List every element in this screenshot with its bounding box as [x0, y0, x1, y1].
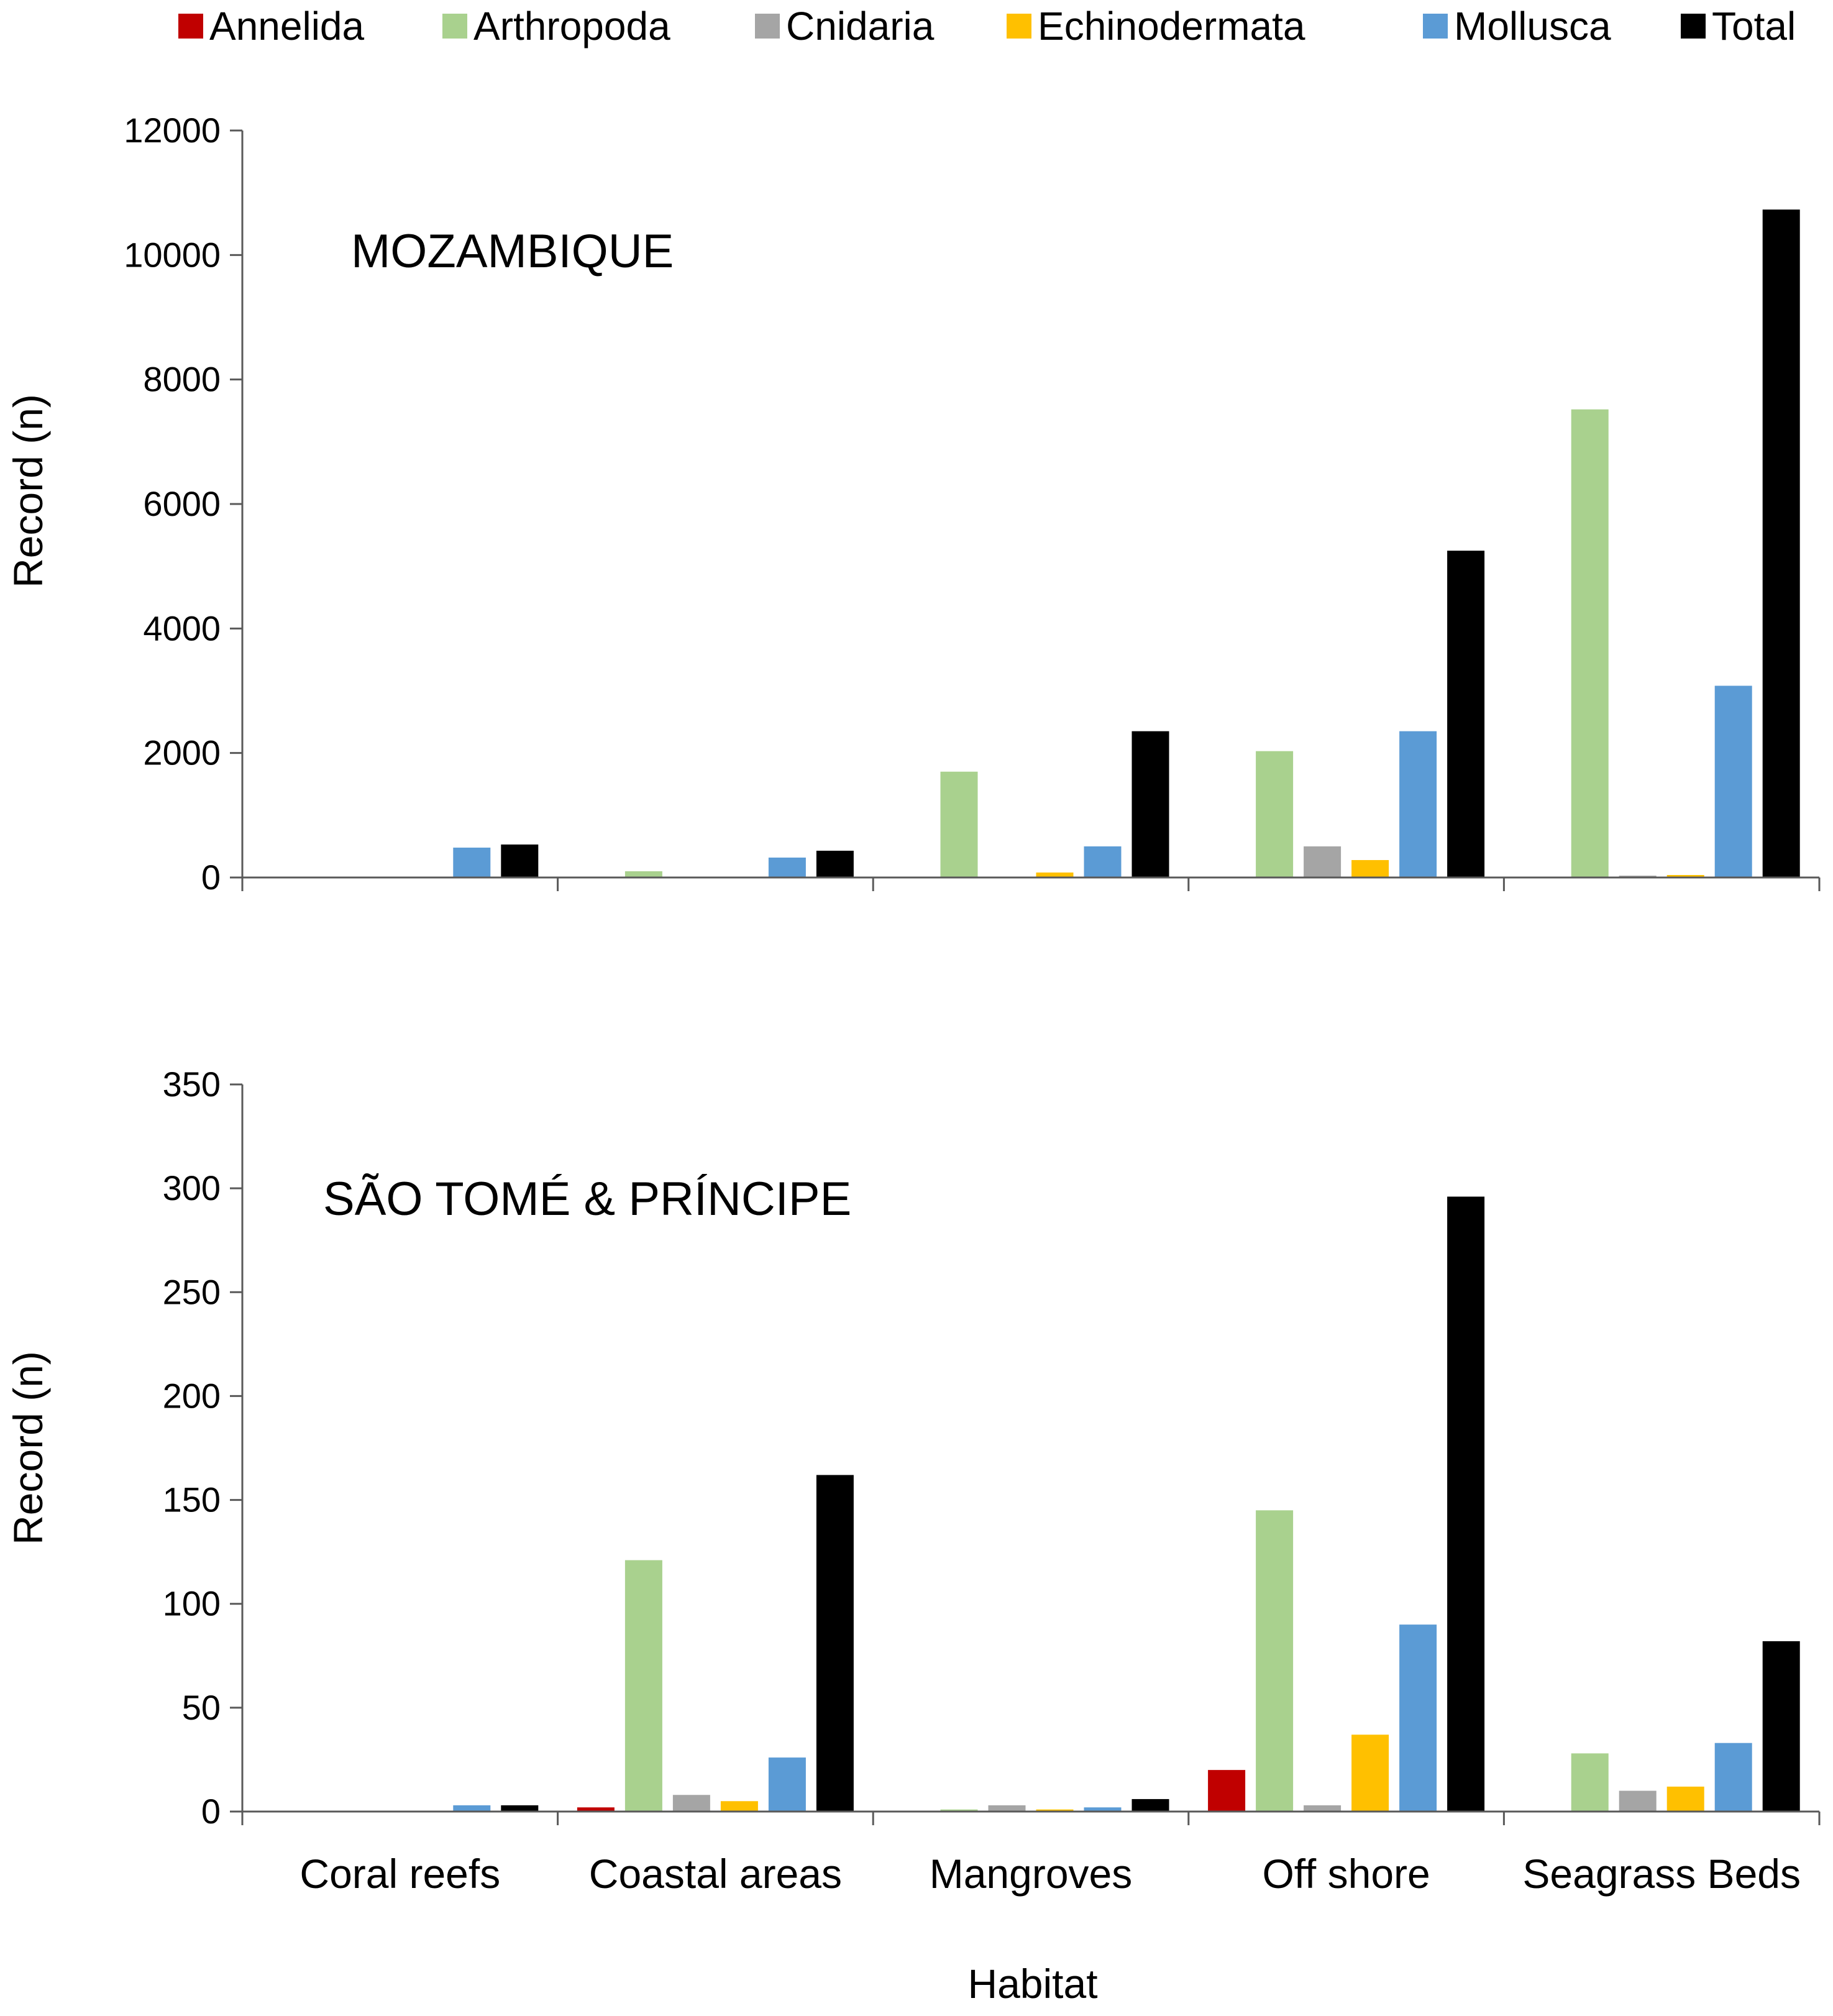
bar-cnidaria-seagrass-beds: [1619, 875, 1657, 877]
y-tick-label: 250: [163, 1272, 221, 1311]
legend-swatch-echinodermata: [1007, 14, 1031, 39]
legend-item-echinodermata: Echinodermata: [1007, 4, 1305, 48]
bar-total-seagrass-beds: [1762, 209, 1800, 877]
bar-mollusca-coral-reefs: [453, 1805, 491, 1812]
legend-item-total: Total: [1681, 4, 1796, 48]
bar-total-coral-reefs: [501, 844, 539, 877]
bar-arthropoda-mangroves: [940, 771, 978, 877]
bar-arthropoda-off-shore: [1256, 1510, 1294, 1812]
bar-total-off-shore: [1447, 551, 1485, 877]
bar-mollusca-off-shore: [1399, 1624, 1437, 1812]
legend-swatch-mollusca: [1423, 14, 1448, 39]
bar-total-mangroves: [1131, 731, 1169, 877]
bar-mollusca-coastal-areas: [768, 857, 806, 877]
y-tick-label: 300: [163, 1168, 221, 1207]
bar-cnidaria-coastal-areas: [672, 1795, 710, 1812]
x-tick-label-mangroves: Mangroves: [930, 1851, 1133, 1897]
y-tick-label: 2000: [143, 733, 221, 772]
bar-arthropoda-seagrass-beds: [1571, 409, 1609, 877]
bar-mollusca-seagrass-beds: [1714, 685, 1752, 877]
bar-echinodermata-seagrass-beds: [1666, 1786, 1704, 1812]
bar-total-coastal-areas: [816, 1475, 854, 1812]
panel-title: SÃO TOMÉ & PRÍNCIPE: [323, 1173, 851, 1226]
bar-total-seagrass-beds: [1762, 1641, 1800, 1812]
legend-swatch-arthropoda: [442, 14, 467, 39]
bar-arthropoda-seagrass-beds: [1571, 1753, 1609, 1812]
legend-item-cnidaria: Cnidaria: [755, 4, 935, 48]
bar-arthropoda-coastal-areas: [624, 1560, 662, 1812]
legend-swatch-annelida: [178, 14, 203, 39]
legend-item-arthropoda: Arthropoda: [442, 4, 670, 48]
x-tick-label-off-shore: Off shore: [1262, 1851, 1430, 1897]
bar-echinodermata-mangroves: [1036, 1809, 1074, 1812]
bar-cnidaria-mangroves: [988, 1805, 1026, 1812]
bar-total-coastal-areas: [816, 850, 854, 877]
legend-label-total: Total: [1712, 4, 1796, 48]
bar-mollusca-off-shore: [1399, 731, 1437, 877]
bar-mollusca-mangroves: [1084, 846, 1122, 877]
y-tick-label: 350: [163, 1065, 221, 1104]
y-tick-label: 0: [201, 1792, 221, 1831]
panel-mozambique: 0 2000 4000 6000 8000 10000 12000 Record (n) MOZ…: [5, 111, 1821, 897]
legend-label-cnidaria: Cnidaria: [786, 4, 935, 48]
y-tick-label: 6000: [143, 484, 221, 523]
bar-annelida-off-shore: [1208, 1770, 1246, 1812]
y-tick-label: 50: [182, 1688, 221, 1727]
legend-item-mollusca: Mollusca: [1423, 4, 1611, 48]
legend-label-arthropoda: Arthropoda: [473, 4, 670, 48]
bar-mollusca-coral-reefs: [453, 847, 491, 877]
bar-annelida-coastal-areas: [577, 1807, 615, 1812]
y-axis-title: Record (n): [5, 1351, 51, 1545]
y-tick-label: 150: [163, 1480, 221, 1519]
bar-total-mangroves: [1131, 1798, 1169, 1812]
y-axis-title: Record (n): [5, 394, 51, 588]
y-tick-label: 100: [163, 1584, 221, 1623]
bar-mollusca-seagrass-beds: [1714, 1743, 1752, 1812]
x-axis-title: Habitat: [967, 1961, 1097, 2007]
bar-echinodermata-coastal-areas: [720, 1801, 758, 1812]
y-tick-label: 200: [163, 1376, 221, 1415]
legend-swatch-cnidaria: [755, 14, 780, 39]
bar-arthropoda-coastal-areas: [624, 871, 662, 877]
legend-swatch-total: [1681, 14, 1706, 39]
bar-mollusca-mangroves: [1084, 1807, 1122, 1812]
bar-cnidaria-off-shore: [1304, 1805, 1342, 1812]
bar-arthropoda-off-shore: [1256, 751, 1294, 877]
legend-label-annelida: Annelida: [209, 4, 365, 48]
y-tick-label: 4000: [143, 608, 221, 648]
bar-mollusca-coastal-areas: [768, 1757, 806, 1812]
bar-echinodermata-mangroves: [1036, 872, 1074, 877]
x-tick-label-coral-reefs: Coral reefs: [299, 1851, 500, 1897]
y-tick-label: 10000: [124, 235, 221, 274]
bar-total-coral-reefs: [501, 1805, 539, 1812]
legend-item-annelida: Annelida: [178, 4, 365, 48]
y-tick-label: 8000: [143, 360, 221, 399]
y-tick-label: 0: [201, 858, 221, 897]
bar-arthropoda-mangroves: [940, 1809, 978, 1812]
bar-cnidaria-seagrass-beds: [1619, 1790, 1657, 1812]
panel-title: MOZAMBIQUE: [351, 225, 674, 278]
bar-echinodermata-off-shore: [1351, 1734, 1389, 1812]
bar-total-off-shore: [1447, 1196, 1485, 1812]
legend: Annelida Arthropoda Cnidaria Echinodermata M…: [178, 4, 1796, 48]
y-tick-label: 12000: [124, 111, 221, 150]
legend-label-mollusca: Mollusca: [1454, 4, 1611, 48]
legend-label-echinodermata: Echinodermata: [1038, 4, 1305, 48]
x-tick-label-seagrass-beds: Seagrass Beds: [1522, 1851, 1801, 1897]
bars: [453, 209, 1800, 877]
x-tick-label-coastal-areas: Coastal areas: [589, 1851, 842, 1897]
bar-echinodermata-seagrass-beds: [1666, 874, 1704, 877]
bar-echinodermata-off-shore: [1351, 859, 1389, 877]
panel-sao-tome-principe: 0 50 100 150 200 250 300 350 Record (n) SÃO TOMÉ …: [5, 1065, 1821, 1897]
bars: [453, 1196, 1800, 1812]
bar-cnidaria-off-shore: [1304, 846, 1342, 877]
